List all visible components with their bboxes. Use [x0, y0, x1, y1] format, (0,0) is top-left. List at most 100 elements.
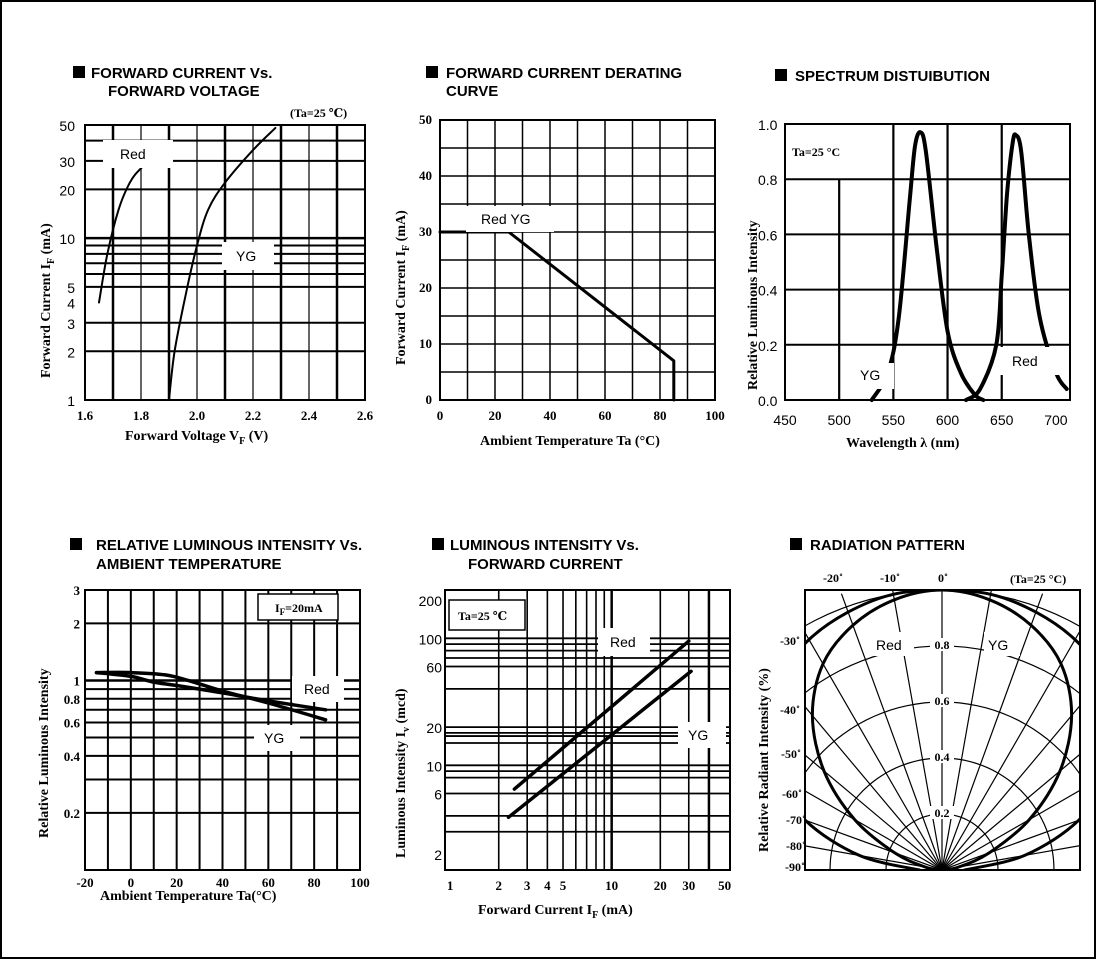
tick-label: 10	[419, 336, 432, 351]
tick-label: 80	[308, 875, 321, 890]
tick-label: 2.0	[189, 408, 205, 423]
tick-label: -60˚	[782, 787, 802, 801]
y-axis-label: Forward Current IF (mA)	[394, 210, 412, 365]
radial-tick-bg	[930, 694, 954, 707]
chart-title-line-2: AMBIENT TEMPERATURE	[96, 556, 282, 573]
chart-title: RADIATION PATTERN	[810, 537, 965, 554]
tick-label: 0	[437, 408, 444, 423]
condition-label: (Ta=25 ℃)	[290, 106, 347, 120]
tick-label: 500	[828, 412, 852, 428]
tick-label: 60	[599, 408, 612, 423]
condition-box	[448, 599, 526, 631]
angle-spoke	[805, 631, 943, 870]
angle-spoke	[941, 590, 992, 870]
title-bullet-icon	[775, 69, 787, 81]
series-line-yg	[94, 670, 328, 722]
tick-label: 40	[419, 168, 432, 183]
y-tick-labels: 3 2 1 0.8 0.6 0.4 0.2	[64, 583, 81, 821]
tick-label: 0.8	[64, 692, 81, 707]
tick-label: 5	[560, 878, 567, 893]
series-label-yg: YG	[860, 367, 880, 383]
tick-label: 30	[59, 154, 75, 170]
tick-label: 550	[882, 412, 906, 428]
tick-label: 2	[495, 878, 502, 893]
title-bullet-icon	[73, 66, 85, 78]
series-layer	[94, 670, 328, 722]
x-axis-label: Forward Current IF (mA)	[478, 903, 633, 921]
chart-derating-curve: FORWARD CURRENT DERATING CURVE Red YG 0 2…	[394, 65, 725, 449]
series-label-red-yg: Red YG	[481, 211, 531, 227]
tick-label: 0.6	[758, 227, 778, 243]
angle-spoke	[941, 629, 1080, 870]
tick-label: 40	[544, 408, 557, 423]
condition-label: Ta=25 °C	[792, 145, 840, 159]
tick-label: 2.2	[245, 408, 261, 423]
tick-label: 200	[419, 593, 443, 609]
plot-frame	[84, 589, 361, 871]
y-axis-label: Relative Luminous Intensity	[746, 220, 761, 390]
tick-label: -90˚	[785, 860, 805, 874]
angle-spoke	[941, 789, 1080, 870]
tick-label: 3	[74, 583, 81, 598]
label-box	[789, 140, 861, 162]
angle-spoke	[805, 790, 943, 870]
label-box	[254, 725, 300, 751]
series-label-red: Red	[120, 146, 146, 162]
x-axis-label: Forward Voltage VF (V)	[125, 429, 268, 447]
label-box	[103, 140, 173, 168]
tick-label: 0.4	[935, 750, 950, 764]
label-box	[1000, 347, 1068, 375]
title-bullet-icon	[70, 538, 82, 550]
y-tick-labels: 50 40 30 20 10 0	[419, 112, 432, 407]
tick-label: -20˚	[823, 571, 843, 585]
tick-label: 0.4	[64, 749, 81, 764]
tick-label: 2.4	[301, 408, 318, 423]
tick-label: 0	[426, 392, 433, 407]
series-line-yg	[506, 669, 693, 820]
y-axis-label: Relative Radiant Intensity (%)	[757, 668, 772, 852]
series-label-yg: YG	[688, 727, 708, 743]
tick-label: 60	[262, 875, 275, 890]
tick-label: 1	[67, 393, 75, 409]
series-line-yg	[869, 130, 986, 402]
tick-label: 100	[350, 875, 370, 890]
label-box	[466, 206, 554, 232]
tick-label: 60	[426, 659, 442, 675]
y-tick-labels: 1.0 0.8 0.6 0.4 0.2 0.0	[758, 117, 778, 409]
tick-label: 3	[67, 316, 75, 332]
y-axis-label: Relative Luminous Intensity	[37, 668, 52, 838]
tick-label: 100	[705, 408, 725, 423]
condition-label: (Ta=25 °C)	[1010, 572, 1066, 586]
tick-label: 1	[447, 878, 454, 893]
tick-label: 650	[990, 412, 1014, 428]
chart-forward-current-vs-voltage: FORWARD CURRENT Vs. FORWARD VOLTAGE (Ta=…	[39, 65, 374, 447]
label-box	[598, 628, 650, 656]
angle-spoke	[892, 590, 943, 870]
series-lobe-yg	[810, 590, 1074, 870]
tick-label: 1.6	[77, 408, 94, 423]
series-layer	[869, 130, 1069, 402]
tick-label: 0	[128, 875, 135, 890]
tick-label: 2	[74, 616, 81, 631]
tick-label: 5	[67, 280, 75, 296]
angle-spoke	[941, 704, 1080, 870]
tick-label: 10	[59, 231, 75, 247]
tick-label: -80˚	[786, 839, 806, 853]
chart-title-line-1: LUMINOUS INTENSITY Vs.	[450, 537, 639, 554]
chart-title-line-2: FORWARD VOLTAGE	[108, 83, 260, 100]
tick-label: 2.6	[357, 408, 374, 423]
chart-radiation-pattern: RADIATION PATTERN (Ta=25 °C) Red YG 0.80…	[757, 537, 1081, 874]
tick-label: -50˚	[781, 747, 801, 761]
grid	[445, 590, 730, 870]
radial-tick-bg	[930, 638, 954, 651]
series-label-red: Red	[304, 681, 330, 697]
x-tick-labels: 450 500 550 600 650 700	[773, 412, 1067, 428]
title-bullet-icon	[426, 66, 438, 78]
tick-label: 4	[544, 878, 551, 893]
tick-label: -40˚	[780, 703, 800, 717]
label-box	[678, 722, 726, 748]
angle-spoke	[805, 845, 943, 870]
tick-label: 20	[59, 182, 75, 198]
chart-title-line-2: FORWARD CURRENT	[468, 556, 623, 573]
chart-relative-intensity-vs-temperature: RELATIVE LUMINOUS INTENSITY Vs. AMBIENT …	[37, 537, 370, 904]
